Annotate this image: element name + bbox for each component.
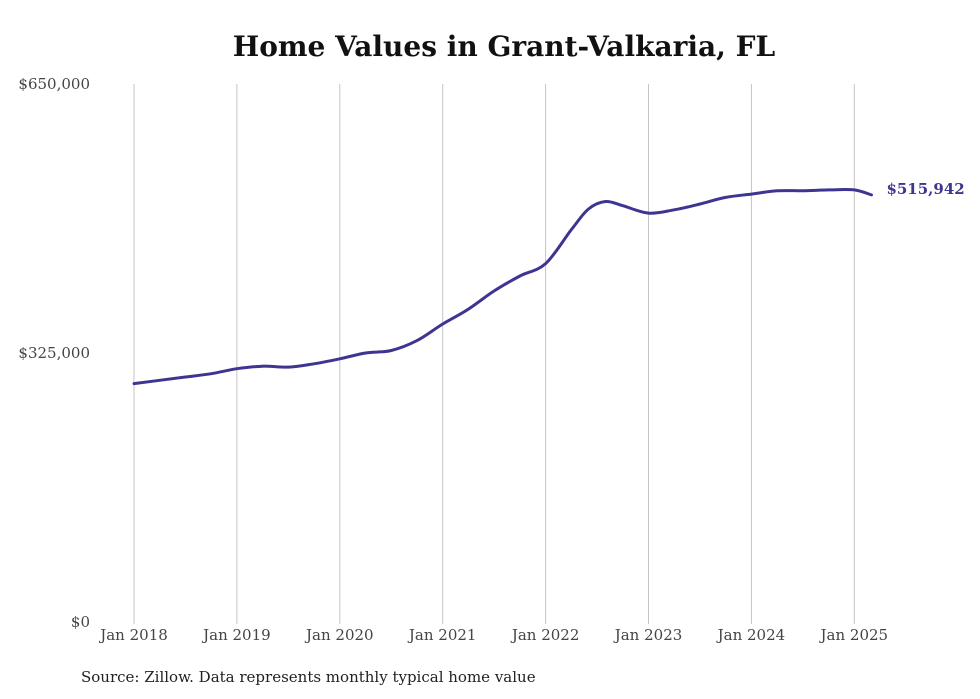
x-tick-label: Jan 2018 bbox=[98, 626, 168, 644]
y-tick-label: $650,000 bbox=[18, 75, 90, 93]
source-note: Source: Zillow. Data represents monthly … bbox=[81, 668, 536, 686]
x-axis-tick-labels: Jan 2018 Jan 2019 Jan 2020 Jan 2021 Jan 2022… bbox=[98, 626, 888, 644]
x-tick-label: Jan 2021 bbox=[407, 626, 477, 644]
x-tick-label: Jan 2020 bbox=[304, 626, 374, 644]
y-tick-label: $325,000 bbox=[18, 344, 90, 362]
x-tick-label: Jan 2023 bbox=[613, 626, 683, 644]
y-tick-label: $0 bbox=[71, 613, 90, 631]
chart-title: Home Values in Grant-Valkaria, FL bbox=[232, 30, 776, 63]
series-line bbox=[132, 188, 873, 386]
grid-lines bbox=[133, 84, 855, 624]
x-tick-label: Jan 2019 bbox=[201, 626, 271, 644]
x-tick-label: Jan 2024 bbox=[716, 626, 786, 644]
x-tick-label: Jan 2025 bbox=[819, 626, 889, 644]
y-axis-tick-labels: $0 $325,000 $650,000 bbox=[18, 75, 90, 631]
x-tick-label: Jan 2022 bbox=[510, 626, 580, 644]
end-value-label: $515,942 bbox=[886, 180, 964, 198]
